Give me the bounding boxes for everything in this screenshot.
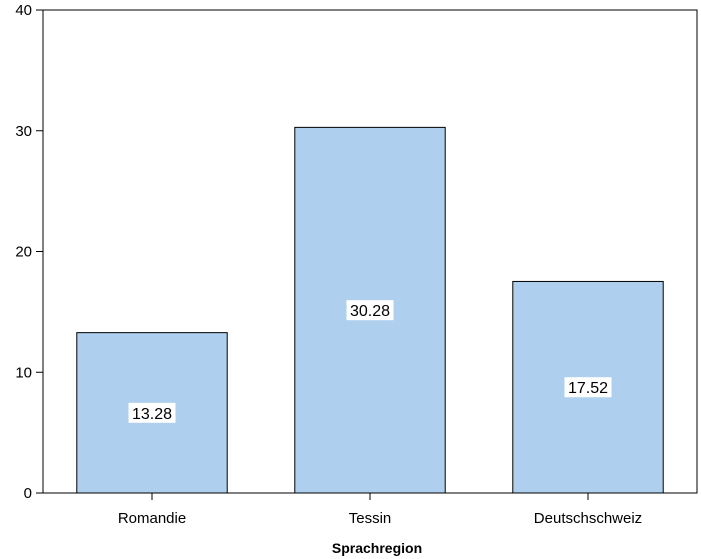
y-axis: 0 10 20 30 40 <box>15 2 43 502</box>
data-label-box-2 <box>564 377 612 398</box>
data-label-box-1 <box>346 300 394 321</box>
data-label-0: 13.28 <box>132 406 172 423</box>
y-tick-label-2: 20 <box>15 244 32 261</box>
x-axis-title: Sprachregion <box>332 540 422 556</box>
x-tick-label-0: Romandie <box>118 510 186 527</box>
data-label-1: 30.28 <box>350 303 390 320</box>
x-axis: Romandie Tessin Deutschschweiz <box>118 493 642 527</box>
bars-group: 13.28 30.28 17.52 <box>76 126 664 494</box>
x-tick-label-2: Deutschschweiz <box>534 510 642 527</box>
y-tick-label-1: 10 <box>15 364 32 381</box>
data-label-2: 17.52 <box>568 380 608 397</box>
y-tick-label-4: 40 <box>15 2 32 19</box>
y-tick-label-3: 30 <box>15 123 32 140</box>
y-tick-label-0: 0 <box>24 485 32 502</box>
x-tick-label-1: Tessin <box>349 510 392 527</box>
data-label-box-0 <box>128 402 176 423</box>
